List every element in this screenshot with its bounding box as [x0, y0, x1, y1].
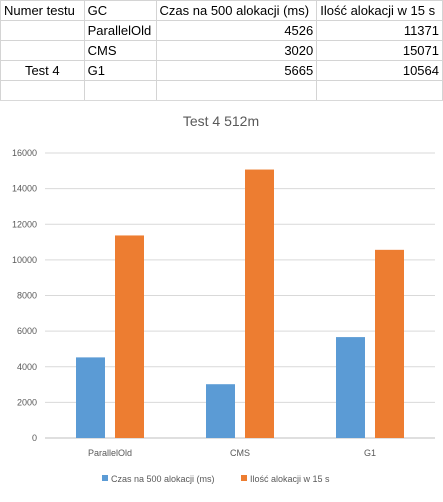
x-axis-ticks: ParallelOld CMS G1 — [88, 448, 376, 458]
y-axis-ticks: 0 2000 4000 6000 8000 10000 12000 14000 16000 — [12, 148, 37, 443]
table-cell[interactable] — [0, 40, 85, 61]
legend-swatch — [241, 475, 247, 481]
y-tick-label: 14000 — [12, 184, 37, 194]
table-cell[interactable] — [0, 80, 85, 101]
y-tick-label: 0 — [32, 433, 37, 443]
x-tick-label: ParallelOld — [88, 448, 132, 458]
table-cell[interactable] — [83, 80, 157, 101]
y-tick-label: 10000 — [12, 255, 37, 265]
x-tick-label: G1 — [364, 448, 376, 458]
table-cell-czas[interactable]: 3020 — [155, 40, 318, 61]
bar-g1-series-1[interactable] — [375, 249, 404, 438]
table-cell[interactable] — [0, 20, 85, 41]
data-table: Numer testu GC Czas na 500 alokacji (ms)… — [0, 0, 443, 101]
legend-label: Ilość alokacji w 15 s — [250, 474, 330, 484]
table-cell-ilosc[interactable]: 15071 — [316, 40, 443, 61]
y-tick-label: 4000 — [17, 362, 37, 372]
header-cell[interactable]: GC — [83, 0, 157, 21]
header-cell[interactable]: Numer testu — [0, 0, 85, 21]
bar-cms-series-0[interactable] — [206, 384, 235, 438]
chart-area[interactable]: Test 4 512m 0 2000 4000 6000 8000 10000 12000 1… — [0, 100, 443, 502]
legend-swatch — [102, 475, 108, 481]
table-cell-gc[interactable]: ParallelOld — [83, 20, 157, 41]
test-label-cell[interactable]: Test 4 — [0, 60, 85, 81]
bar-parallelold-series-0[interactable] — [76, 357, 105, 438]
table-cell[interactable] — [155, 80, 318, 101]
legend: Czas na 500 alokacji (ms) Ilość alokacji … — [102, 474, 330, 484]
table-row-empty — [0, 80, 443, 101]
gridlines — [45, 152, 435, 439]
y-tick-label: 12000 — [12, 219, 37, 229]
table-row: CMS 3020 15071 — [0, 40, 443, 61]
table-cell-gc[interactable]: G1 — [83, 60, 157, 81]
bar-g1-series-0[interactable] — [336, 337, 365, 438]
y-tick-label: 16000 — [12, 148, 37, 158]
header-cell[interactable]: Czas na 500 alokacji (ms) — [155, 0, 318, 21]
bar-parallelold-series-1[interactable] — [115, 235, 144, 438]
table-cell-gc[interactable]: CMS — [83, 40, 157, 61]
table-row: Test 4 G1 5665 10564 — [0, 60, 443, 81]
table-cell-czas[interactable]: 5665 — [155, 60, 318, 81]
table-cell-ilosc[interactable]: 10564 — [316, 60, 443, 81]
table-cell-czas[interactable]: 4526 — [155, 20, 318, 41]
bars — [76, 169, 404, 438]
y-tick-label: 8000 — [17, 291, 37, 301]
table-row: ParallelOld 4526 11371 — [0, 20, 443, 41]
header-cell[interactable]: Ilość alokacji w 15 s — [316, 0, 443, 21]
x-tick-label: CMS — [230, 448, 250, 458]
bar-cms-series-1[interactable] — [245, 169, 274, 438]
table-header-row: Numer testu GC Czas na 500 alokacji (ms)… — [0, 0, 443, 21]
table-cell[interactable] — [316, 80, 443, 101]
y-tick-label: 6000 — [17, 326, 37, 336]
chart-title: Test 4 512m — [183, 113, 259, 129]
legend-label: Czas na 500 alokacji (ms) — [111, 474, 215, 484]
bar-chart: Test 4 512m 0 2000 4000 6000 8000 10000 12000 1… — [12, 113, 435, 484]
y-tick-label: 2000 — [17, 397, 37, 407]
table-cell-ilosc[interactable]: 11371 — [316, 20, 443, 41]
